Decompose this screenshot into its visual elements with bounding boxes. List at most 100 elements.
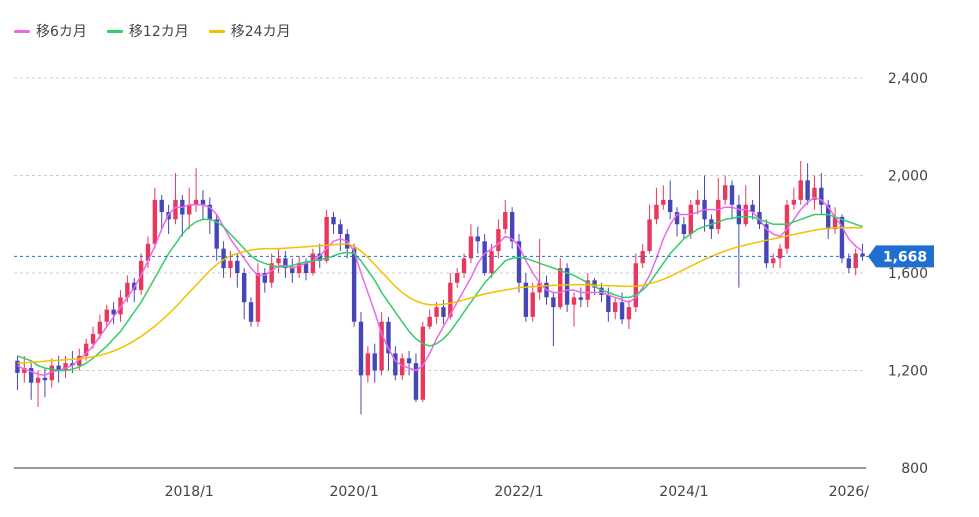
candle-body — [269, 263, 274, 283]
y-tick-label: 2,400 — [888, 71, 928, 87]
candle-body — [489, 251, 494, 273]
candle-body — [695, 199, 700, 205]
candle-body — [860, 253, 865, 257]
candle-body — [15, 360, 20, 373]
candle-body — [441, 307, 446, 317]
candle-body — [200, 199, 206, 205]
candle-body — [214, 219, 219, 249]
candle-body — [564, 268, 570, 305]
candle-body — [427, 316, 432, 327]
legend-swatch — [208, 29, 225, 33]
candle-body — [722, 185, 728, 200]
candle-body — [454, 273, 460, 283]
candle-body — [207, 204, 213, 220]
candle-body — [296, 263, 302, 273]
candle-body — [681, 224, 687, 234]
candle-body — [592, 280, 597, 288]
candle-body — [317, 253, 322, 261]
candle-body — [303, 263, 309, 273]
y-tick-label: 1,200 — [888, 364, 928, 380]
candle-body — [159, 199, 164, 213]
candle-body — [578, 297, 584, 300]
candle-body — [571, 297, 577, 305]
x-tick-label: 2026/ — [829, 484, 870, 500]
moving-average-line — [17, 196, 864, 377]
candle-body — [22, 368, 27, 373]
candle-body — [173, 199, 178, 220]
candle-body — [331, 216, 336, 225]
candle-body — [640, 251, 645, 264]
candle-body — [379, 321, 384, 371]
gridlines — [14, 77, 866, 371]
candle-body — [805, 180, 810, 200]
candle-body — [619, 302, 625, 320]
candle-body — [530, 292, 535, 317]
legend-label: 移24カ月 — [230, 24, 291, 40]
candle-body — [736, 204, 742, 225]
candle-body — [599, 287, 604, 295]
candle-body — [324, 216, 329, 261]
candle-body — [283, 258, 288, 269]
candle-body — [482, 241, 487, 273]
candle-body — [235, 260, 240, 273]
candle-body — [633, 263, 639, 308]
candle-body — [372, 353, 377, 371]
candle-body — [516, 241, 522, 283]
x-tick-label: 2020/1 — [329, 484, 378, 500]
x-tick-label: 2024/1 — [659, 484, 708, 500]
current-price-label: 1,668 — [883, 249, 927, 265]
candle-body — [393, 353, 398, 376]
candle-body — [386, 321, 391, 354]
candle-body — [647, 219, 652, 252]
candle-body — [667, 199, 673, 213]
candle-body — [448, 282, 453, 317]
legend-item[interactable]: 移12カ月 — [106, 21, 189, 41]
x-tick-label: 2022/1 — [494, 484, 543, 500]
legend-label: 移12カ月 — [128, 24, 189, 40]
candle-body — [832, 216, 838, 230]
candle-body — [812, 187, 817, 200]
candle-body — [771, 258, 776, 264]
candle-body — [509, 212, 515, 242]
candle-body — [70, 363, 75, 366]
candle-body — [400, 358, 405, 376]
legend-item[interactable]: 移6カ月 — [14, 21, 87, 41]
candle-body — [434, 307, 439, 317]
moving-average-line — [17, 226, 863, 364]
candle-body — [784, 204, 790, 249]
candle-body — [42, 377, 48, 381]
candle-body — [551, 297, 556, 308]
candle-body — [420, 326, 426, 400]
chart-legend: 移6カ月 移12カ月 移24カ月 — [14, 20, 311, 42]
candle-body — [839, 216, 845, 259]
candle-body — [111, 309, 116, 315]
candle-body — [406, 358, 412, 364]
candle-body — [338, 224, 343, 234]
candle-body — [145, 243, 151, 261]
candle-body — [290, 268, 295, 273]
candle-body — [585, 280, 590, 300]
candle-body — [358, 321, 364, 376]
candle-body — [461, 258, 467, 273]
candle-body — [97, 321, 103, 334]
candle-body — [764, 224, 769, 264]
legend-label: 移6カ月 — [36, 24, 87, 40]
candle-body — [826, 204, 831, 230]
y-tick-label: 2,000 — [888, 169, 928, 185]
candle-body — [606, 294, 611, 312]
candle-body — [777, 248, 783, 259]
candle-body — [716, 199, 721, 230]
y-tick-label: 1,600 — [888, 266, 928, 282]
candle-body — [475, 236, 480, 242]
candle-body — [846, 258, 852, 269]
candle-body — [558, 268, 563, 308]
candle-body — [496, 229, 501, 252]
candle-body — [276, 258, 281, 264]
candle-body — [798, 180, 803, 200]
legend-item[interactable]: 移24カ月 — [208, 21, 291, 41]
candle-body — [63, 363, 68, 371]
candle-body — [626, 307, 632, 320]
candle-body — [661, 199, 666, 205]
candle-body — [104, 309, 109, 322]
candle-body — [757, 212, 762, 225]
